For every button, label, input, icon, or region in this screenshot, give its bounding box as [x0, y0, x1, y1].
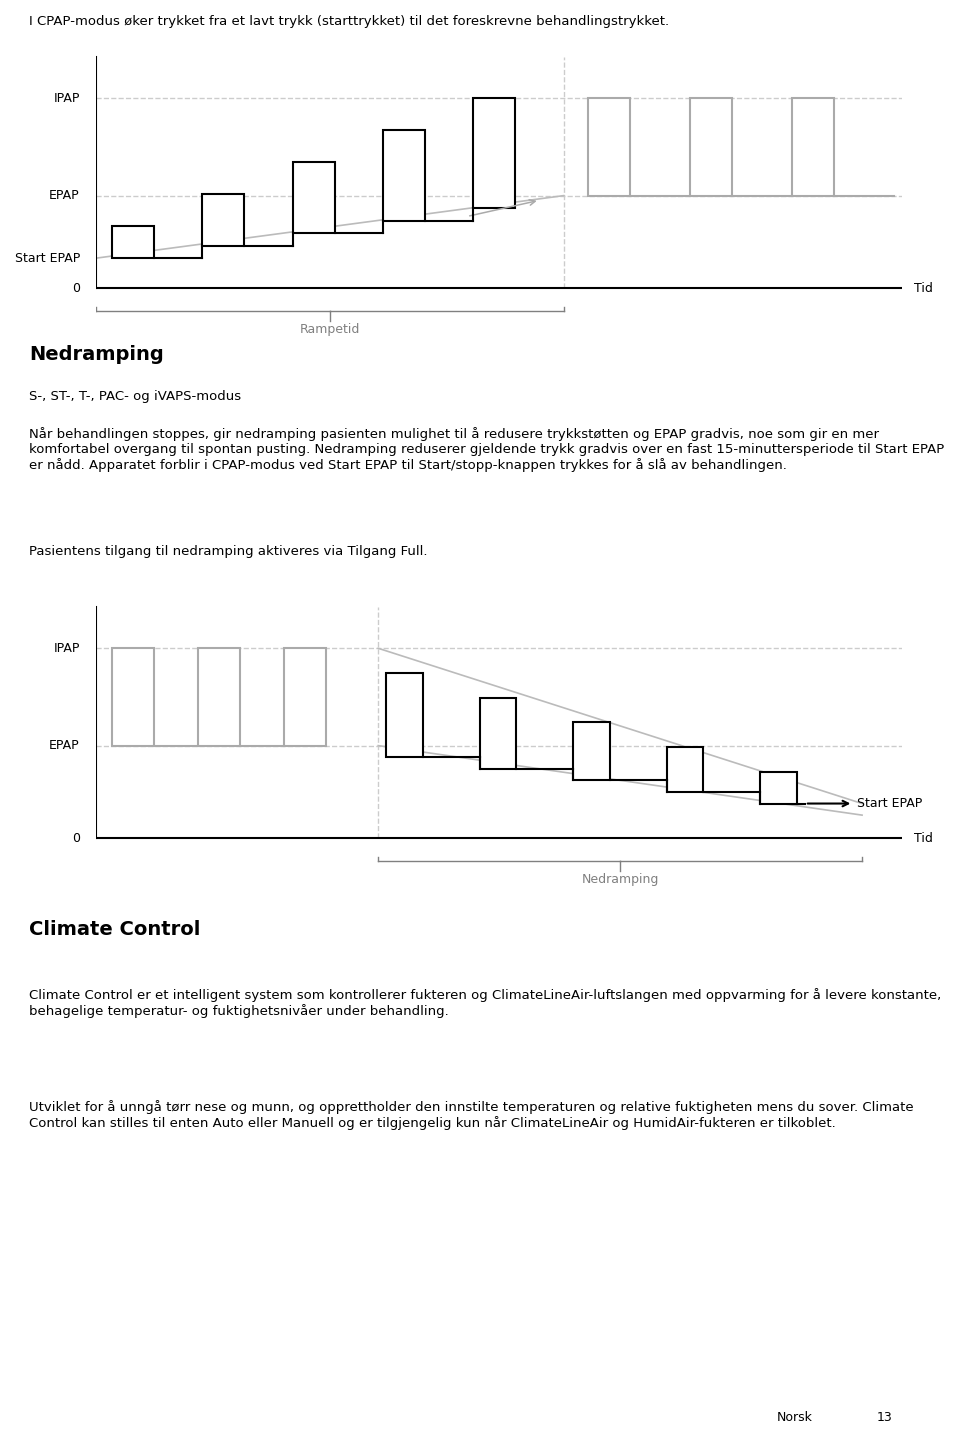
Text: Climate Control er et intelligent system som kontrollerer fukteren og ClimateLin: Climate Control er et intelligent system… — [29, 988, 941, 1018]
Bar — [690, 99, 732, 196]
Text: Climate Control: Climate Control — [29, 919, 201, 939]
Text: 0: 0 — [72, 832, 80, 845]
Text: Når behandlingen stoppes, gir nedramping pasienten mulighet til å redusere trykk: Når behandlingen stoppes, gir nedramping… — [29, 427, 944, 473]
Bar — [760, 772, 797, 803]
Bar — [112, 649, 154, 746]
Text: EPAP: EPAP — [49, 189, 80, 202]
Text: 13: 13 — [877, 1411, 893, 1423]
Bar — [112, 226, 154, 258]
Text: Start EPAP: Start EPAP — [14, 252, 80, 265]
Text: Nedramping: Nedramping — [582, 874, 659, 886]
Text: Rampetid: Rampetid — [300, 324, 360, 337]
Text: Start EPAP: Start EPAP — [857, 798, 923, 811]
Bar — [386, 673, 422, 758]
Bar — [480, 697, 516, 769]
Text: I CPAP-modus øker trykket fra et lavt trykk (starttrykket) til det foreskrevne b: I CPAP-modus øker trykket fra et lavt tr… — [29, 16, 669, 29]
Bar — [198, 649, 240, 746]
Text: IPAP: IPAP — [54, 92, 80, 105]
Bar — [383, 130, 425, 221]
Bar — [792, 99, 834, 196]
Text: Norsk: Norsk — [777, 1411, 812, 1423]
Text: Pasientens tilgang til nedramping aktiveres via Tilgang Full.: Pasientens tilgang til nedramping aktive… — [29, 544, 427, 558]
Text: S-, ST-, T-, PAC- og iVAPS-modus: S-, ST-, T-, PAC- og iVAPS-modus — [29, 390, 241, 402]
Bar — [284, 649, 326, 746]
Bar — [573, 722, 610, 780]
Text: Utviklet for å unngå tørr nese og munn, og opprettholder den innstilte temperatu: Utviklet for å unngå tørr nese og munn, … — [29, 1100, 913, 1130]
Bar — [588, 99, 630, 196]
Bar — [293, 162, 335, 233]
Bar — [473, 99, 516, 208]
Text: EPAP: EPAP — [49, 739, 80, 752]
Bar — [203, 195, 245, 246]
Text: 0: 0 — [72, 282, 80, 295]
Text: Tid: Tid — [915, 282, 933, 295]
Text: Tid: Tid — [915, 832, 933, 845]
Bar — [667, 748, 704, 792]
Text: IPAP: IPAP — [54, 642, 80, 654]
Text: Nedramping: Nedramping — [29, 345, 163, 364]
